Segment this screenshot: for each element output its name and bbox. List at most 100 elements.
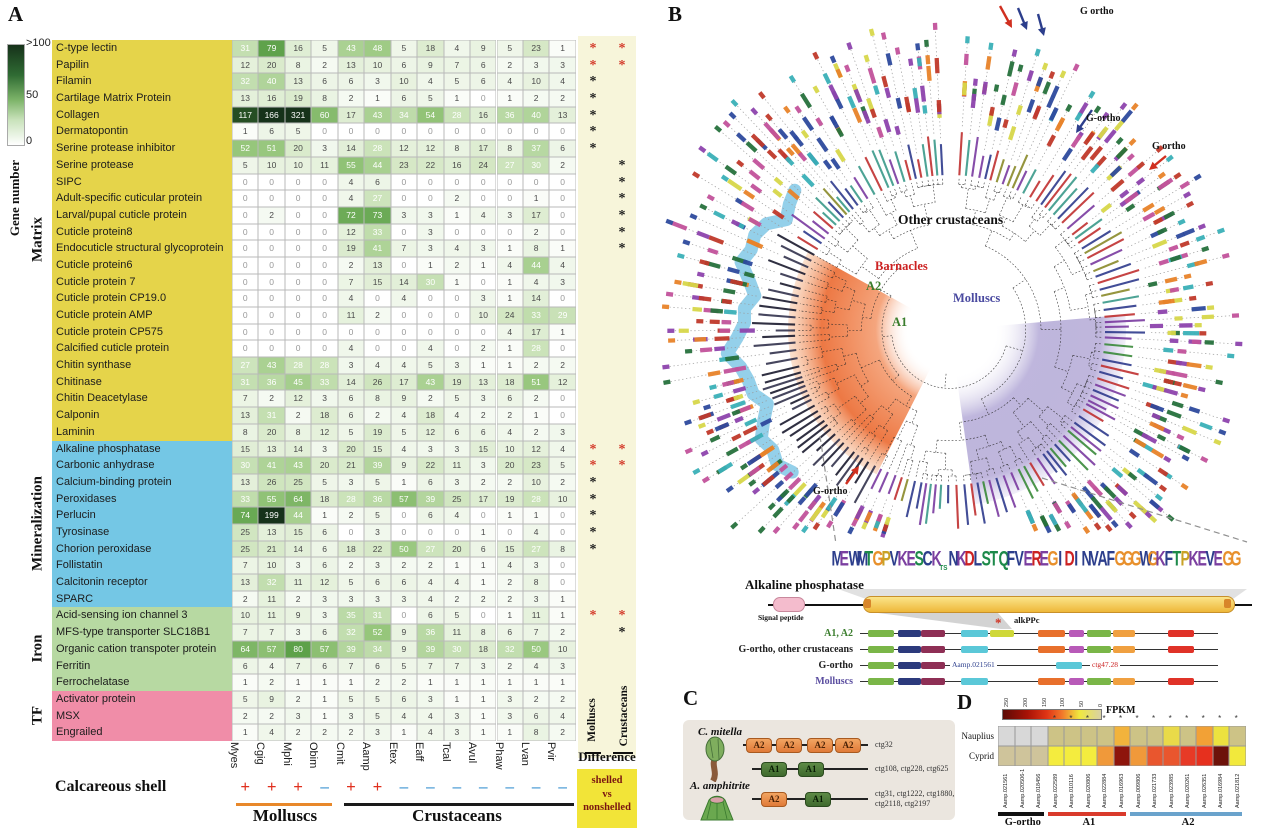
fpkm-group-bar (1130, 812, 1242, 816)
heatmap-cell: 4 (390, 290, 418, 308)
row-label: Endocuticle structural glycoprotein (56, 242, 224, 255)
heatmap-cell: 8 (522, 240, 550, 257)
heatmap-cell: 15 (496, 540, 523, 558)
heatmap-cell: 74 (232, 507, 259, 524)
fpkm-col-label: Aamp.023985 (1168, 773, 1175, 808)
heatmap-cell: 26 (364, 373, 391, 391)
difference-note: shelled vs nonshelled (577, 769, 637, 828)
heatmap-cell: 0 (549, 557, 576, 575)
heatmap-cell: 0 (258, 323, 285, 341)
domain-row-line (860, 665, 1218, 666)
heatmap-cell: 36 (417, 624, 444, 641)
row-label: Activator protein (56, 692, 136, 705)
heatmap-cell: 0 (311, 340, 338, 358)
heatmap-cell: 11 (258, 607, 285, 625)
domain-block (898, 630, 921, 637)
heatmap-cell: 0 (390, 307, 418, 324)
heatmap-cell: 17 (522, 323, 550, 341)
diff-asterisk: * (618, 41, 626, 56)
heatmap-cell: 0 (549, 206, 576, 224)
heatmap-cell: 2 (364, 307, 391, 324)
heatmap-cell: 2 (284, 690, 312, 708)
heatmap-cell: 0 (311, 206, 338, 224)
fpkm-cell (1163, 746, 1180, 766)
heatmap-cell: 15 (364, 273, 391, 291)
row-label: Laminin (56, 425, 95, 438)
alkaline-phosphatase-label: Alkaline phosphatase (745, 577, 864, 592)
heatmap-cell: 8 (522, 724, 550, 741)
sig-mark: * (1118, 714, 1123, 723)
heatmap-cell: 6 (258, 123, 285, 141)
heatmap-cell: 33 (364, 223, 391, 241)
acorn-barnacle-icon (698, 792, 736, 822)
sig-mark: * (1201, 714, 1205, 723)
fpkm-group-bar (1047, 812, 1127, 816)
strip-underline-2 (613, 752, 633, 754)
heatmap-cell: 3 (311, 590, 338, 608)
heatmap-cell: 18 (417, 40, 444, 57)
heatmap-cell: 18 (337, 540, 365, 558)
fpkm-cell (1097, 746, 1114, 766)
panel-c-label: C (683, 686, 699, 710)
fpkm-cell (1229, 726, 1246, 746)
heatmap-cell: 3 (417, 206, 444, 224)
sig-mark: * (1234, 714, 1238, 723)
heatmap-cell: 1 (470, 357, 497, 374)
heatmap-cell: 4 (496, 423, 523, 441)
heatmap-cell: 0 (258, 190, 285, 207)
phylogenetic-tree (661, 5, 1248, 629)
heatmap-cell: 0 (311, 223, 338, 241)
logo-letter: P (1180, 548, 1191, 571)
row-label: SIPC (56, 175, 82, 188)
heatmap-cell: 0 (232, 190, 259, 207)
shell-sign: – (320, 777, 329, 796)
heatmap-cell: 1 (496, 674, 523, 691)
heatmap-cell: 7 (390, 240, 418, 257)
sig-mark: * (1102, 714, 1106, 723)
heatmap-cell: 0 (496, 223, 523, 241)
fpkm-col-label: Aamp.022884 (1102, 773, 1109, 808)
heatmap-cell: 2 (337, 724, 365, 741)
heatmap-cell: 5 (443, 73, 471, 91)
shell-sign: – (426, 777, 435, 796)
heatmap-cell: 12 (390, 140, 418, 157)
heatmap-cell: 4 (390, 357, 418, 374)
heatmap-cell: 4 (443, 407, 471, 424)
heatmap-cell: 3 (549, 423, 576, 441)
heatmap-cell: 79 (258, 40, 285, 57)
logo-letter: G (1147, 548, 1159, 571)
g-ortho-right-label: G-ortho (1086, 113, 1121, 124)
heatmap-cell: 22 (364, 540, 391, 558)
heatmap-cell: 4 (417, 73, 444, 91)
fpkm-col-label: Aamp.016984 (1218, 773, 1225, 808)
heatmap-cell: 23 (522, 457, 550, 474)
heatmap-cell: 13 (337, 56, 365, 74)
heatmap-cell: 3 (284, 624, 312, 641)
heatmap-cell: 6 (311, 624, 338, 641)
domain-box-a1: A1 (805, 792, 831, 807)
heatmap-cell: 15 (232, 440, 259, 458)
heatmap-cell: 3 (522, 56, 550, 74)
heatmap-cell: 1 (496, 724, 523, 741)
domain-box-a2: A2 (776, 738, 802, 753)
heatmap-cell: 6 (311, 557, 338, 575)
heatmap-cell: 0 (311, 240, 338, 257)
heatmap-cell: 19 (364, 423, 391, 441)
heatmap-cell: 44 (522, 256, 550, 274)
group-label-molluscs: Molluscs (252, 806, 318, 825)
logo-letter: V (889, 548, 899, 571)
fpkm-cell (1097, 726, 1114, 746)
fpkm-col-label: Aamp.021733 (1152, 773, 1159, 808)
heatmap-cell: 5 (549, 457, 576, 474)
heatmap-cell: 20 (258, 423, 285, 441)
heatmap-cell: 0 (417, 290, 444, 308)
row-label: MFS-type transporter SLC18B1 (56, 626, 211, 639)
legend-tick-max: >100 (26, 37, 51, 49)
logo-letter: F (1164, 548, 1173, 571)
diff-asterisk: * (589, 491, 597, 507)
heatmap-cell: 0 (232, 290, 259, 308)
heatmap-cell: 0 (390, 256, 418, 274)
heatmap-cell: 0 (284, 307, 312, 324)
fpkm-col-label: Aamp.026351 (1201, 773, 1208, 808)
heatmap-cell: 0 (549, 290, 576, 308)
